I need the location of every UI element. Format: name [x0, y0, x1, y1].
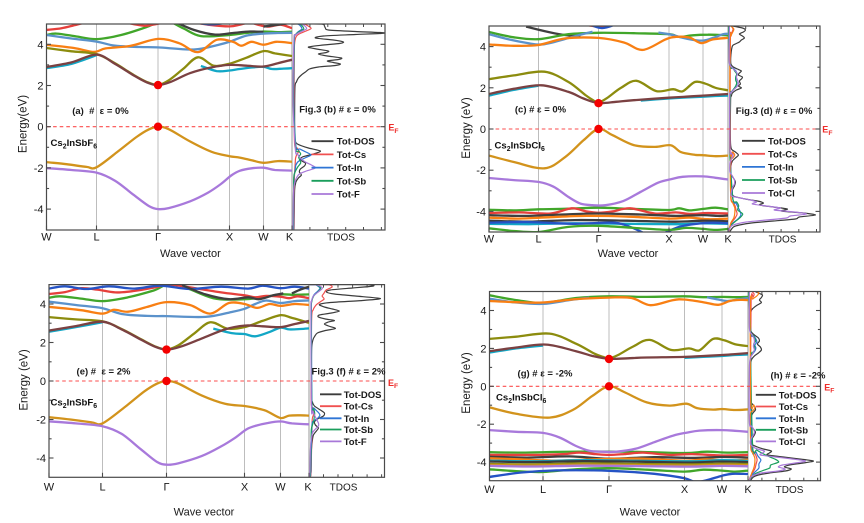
svg-text:Wave vector: Wave vector	[620, 507, 681, 519]
svg-text:-2: -2	[476, 165, 486, 177]
svg-text:Fig.3 (f) # ε = 2%: Fig.3 (f) # ε = 2%	[312, 366, 386, 377]
svg-text:Cs2​InSbF6​: Cs2​InSbF6​	[51, 398, 98, 411]
svg-text:(a) # ε = 0%: (a) # ε = 0%	[72, 106, 129, 117]
svg-text:Cs2​InSbCl6​: Cs2​InSbCl6​	[496, 393, 547, 406]
svg-text:TDOS: TDOS	[776, 485, 804, 496]
svg-text:TDOS: TDOS	[330, 482, 358, 493]
svg-text:-2: -2	[34, 163, 44, 175]
svg-text:L: L	[535, 234, 541, 246]
svg-text:Wave vector: Wave vector	[160, 248, 221, 260]
svg-text:Γ: Γ	[155, 232, 161, 244]
svg-text:Tot-Cs: Tot-Cs	[337, 150, 366, 161]
svg-text:Cs2​InSbCl6​: Cs2​InSbCl6​	[495, 141, 546, 154]
svg-text:Tot-DOS: Tot-DOS	[337, 137, 375, 148]
svg-text:K: K	[724, 234, 732, 246]
svg-text:EF: EF	[388, 123, 398, 135]
svg-text:Tot-Sb: Tot-Sb	[768, 176, 798, 187]
svg-text:Γ: Γ	[163, 481, 169, 493]
svg-text:Tot-Sb: Tot-Sb	[779, 425, 809, 436]
svg-text:L: L	[99, 481, 105, 493]
svg-text:Wave vector: Wave vector	[174, 507, 235, 519]
svg-text:-4: -4	[477, 457, 487, 469]
svg-text:X: X	[241, 481, 249, 493]
svg-text:2: 2	[480, 343, 486, 355]
svg-text:Tot-Cl: Tot-Cl	[779, 437, 806, 448]
svg-text:4: 4	[480, 306, 486, 318]
svg-text:(h) # ε = -2%: (h) # ε = -2%	[771, 371, 826, 382]
svg-text:Tot-In: Tot-In	[337, 163, 363, 174]
svg-text:Tot-DOS: Tot-DOS	[344, 390, 382, 401]
svg-text:-4: -4	[34, 204, 44, 216]
svg-text:-2: -2	[36, 415, 46, 427]
svg-text:W: W	[717, 484, 728, 496]
svg-text:2: 2	[480, 83, 486, 95]
svg-text:Tot-DOS: Tot-DOS	[768, 136, 806, 147]
svg-text:0: 0	[40, 376, 46, 388]
svg-text:Tot-F: Tot-F	[337, 190, 360, 201]
svg-text:-4: -4	[476, 206, 486, 218]
svg-text:Tot-Cs: Tot-Cs	[768, 149, 797, 160]
svg-text:Tot-Cl: Tot-Cl	[768, 189, 795, 200]
svg-text:W: W	[275, 481, 286, 493]
svg-text:Cs2​InSbF6​: Cs2​InSbF6​	[51, 138, 98, 151]
svg-text:L: L	[93, 232, 99, 244]
svg-text:Fig.3 (d) # ε = 0%: Fig.3 (d) # ε = 0%	[736, 106, 813, 117]
svg-text:Wave vector: Wave vector	[598, 248, 659, 260]
svg-text:Fig.3 (b) # ε = 0%: Fig.3 (b) # ε = 0%	[299, 105, 376, 116]
svg-text:Γ: Γ	[595, 234, 601, 246]
svg-text:-2: -2	[477, 419, 487, 431]
svg-text:Tot-F: Tot-F	[344, 437, 367, 448]
svg-text:W: W	[698, 234, 709, 246]
svg-text:(g) # ε = -2%: (g) # ε = -2%	[518, 369, 573, 380]
svg-text:4: 4	[40, 299, 46, 311]
svg-text:K: K	[744, 484, 752, 496]
svg-text:Energy (eV): Energy (eV)	[19, 349, 31, 411]
svg-text:0: 0	[480, 381, 486, 393]
svg-text:K: K	[304, 481, 312, 493]
svg-text:X: X	[226, 232, 234, 244]
svg-text:EF: EF	[824, 382, 834, 394]
svg-text:Tot-Cs: Tot-Cs	[344, 402, 373, 413]
svg-text:Tot-DOS: Tot-DOS	[779, 390, 817, 401]
svg-text:(c) # ε = 0%: (c) # ε = 0%	[515, 105, 567, 116]
svg-text:W: W	[484, 234, 495, 246]
svg-text:2: 2	[37, 81, 43, 93]
svg-text:Energy (eV): Energy (eV)	[461, 352, 473, 414]
svg-text:W: W	[44, 481, 55, 493]
svg-text:TDOS: TDOS	[327, 233, 355, 244]
svg-text:Tot-Sb: Tot-Sb	[337, 176, 367, 187]
svg-text:Tot-Cs: Tot-Cs	[779, 402, 808, 413]
svg-text:EF: EF	[822, 125, 832, 137]
svg-text:2: 2	[40, 338, 46, 350]
svg-text:Tot-In: Tot-In	[779, 414, 805, 425]
svg-text:X: X	[665, 234, 673, 246]
svg-text:Tot-Sb: Tot-Sb	[344, 425, 374, 436]
svg-text:W: W	[258, 232, 269, 244]
svg-text:EF: EF	[388, 378, 398, 390]
svg-text:W: W	[41, 232, 52, 244]
svg-text:0: 0	[37, 122, 43, 134]
svg-text:4: 4	[480, 42, 486, 54]
svg-text:TDOS: TDOS	[769, 235, 797, 246]
svg-text:(e) # ε = 2%: (e) # ε = 2%	[77, 367, 131, 378]
svg-text:W: W	[484, 484, 495, 496]
svg-text:Energy (eV): Energy (eV)	[461, 97, 473, 159]
svg-text:Energy(eV): Energy(eV)	[18, 95, 30, 153]
svg-text:4: 4	[37, 39, 43, 51]
svg-text:X: X	[681, 484, 689, 496]
svg-text:Γ: Γ	[606, 484, 612, 496]
svg-text:K: K	[286, 232, 294, 244]
svg-text:Tot-In: Tot-In	[344, 414, 370, 425]
svg-text:-4: -4	[36, 453, 46, 465]
svg-text:Tot-In: Tot-In	[768, 162, 794, 173]
svg-text:L: L	[540, 484, 546, 496]
svg-text:0: 0	[480, 124, 486, 136]
